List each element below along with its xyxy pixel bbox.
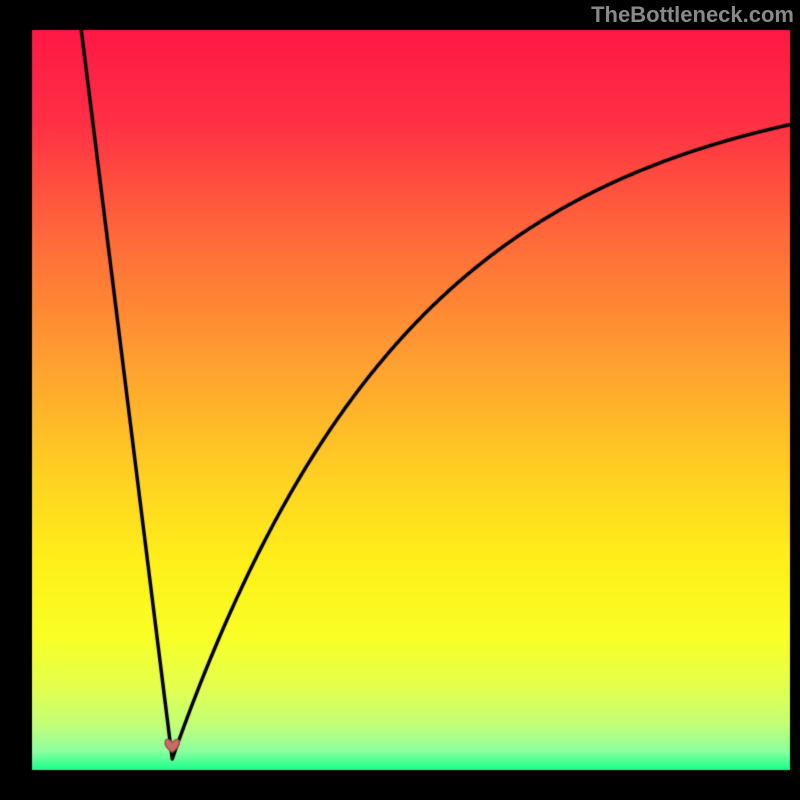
bottleneck-chart-canvas bbox=[0, 0, 800, 800]
chart-container: TheBottleneck.com bbox=[0, 0, 800, 800]
site-watermark: TheBottleneck.com bbox=[591, 2, 794, 28]
